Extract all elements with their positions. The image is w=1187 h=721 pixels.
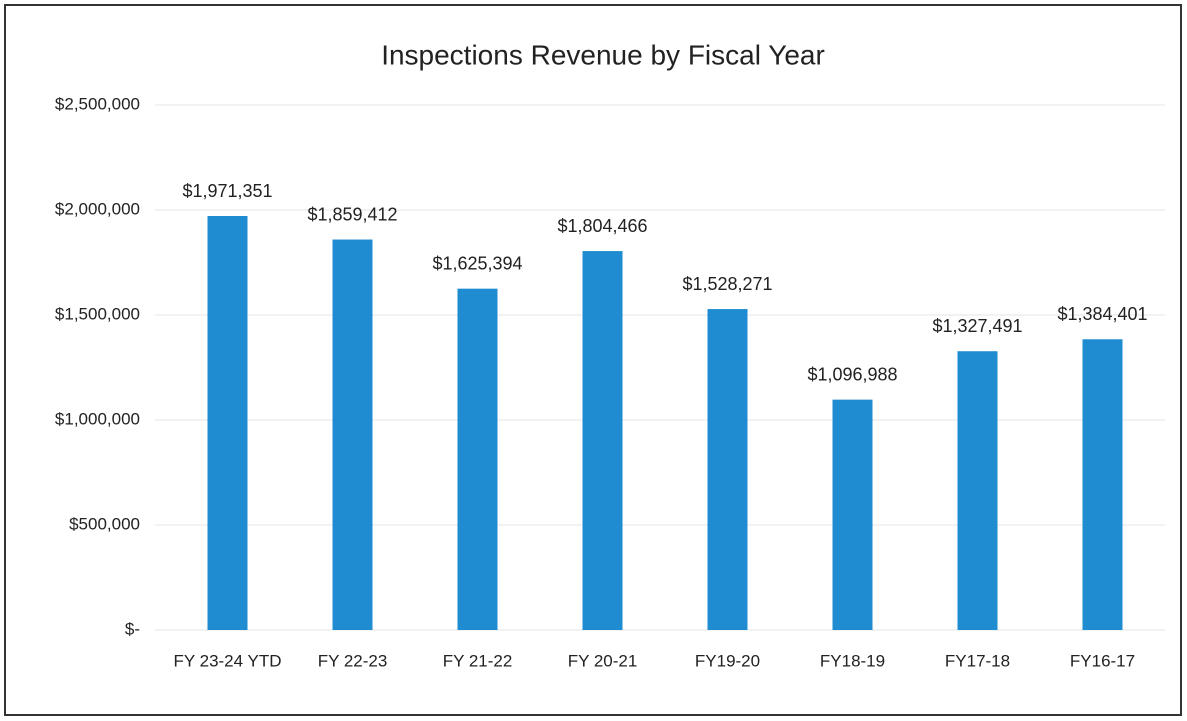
bar (832, 399, 873, 630)
x-tick-label: FY19-20 (695, 651, 760, 670)
data-label: $1,625,394 (432, 253, 522, 273)
x-tick-label: FY16-17 (1070, 651, 1135, 670)
x-tick-label: FY 22-23 (318, 651, 388, 670)
y-tick-label: $- (125, 619, 140, 638)
bar (582, 251, 623, 630)
y-tick-label: $1,500,000 (55, 304, 140, 323)
chart-title: Inspections Revenue by Fiscal Year (381, 39, 825, 70)
bar (207, 216, 248, 630)
y-tick-label: $1,000,000 (55, 409, 140, 428)
y-tick-label: $500,000 (69, 514, 140, 533)
bar (1082, 339, 1123, 630)
x-tick-label: FY 21-22 (443, 651, 513, 670)
data-label: $1,804,466 (557, 216, 647, 236)
data-label: $1,327,491 (932, 316, 1022, 336)
bar (707, 309, 748, 630)
y-tick-label: $2,500,000 (55, 94, 140, 113)
data-label: $1,859,412 (307, 204, 397, 224)
data-label: $1,096,988 (807, 364, 897, 384)
y-tick-label: $2,000,000 (55, 199, 140, 218)
bar (457, 288, 498, 630)
bar (957, 351, 998, 630)
data-label: $1,971,351 (182, 181, 272, 201)
data-label: $1,528,271 (682, 274, 772, 294)
x-tick-label: FY18-19 (820, 651, 885, 670)
x-tick-label: FY17-18 (945, 651, 1010, 670)
x-tick-label: FY 23-24 YTD (173, 651, 281, 670)
bar (332, 239, 373, 630)
x-tick-label: FY 20-21 (568, 651, 638, 670)
data-label: $1,384,401 (1057, 304, 1147, 324)
